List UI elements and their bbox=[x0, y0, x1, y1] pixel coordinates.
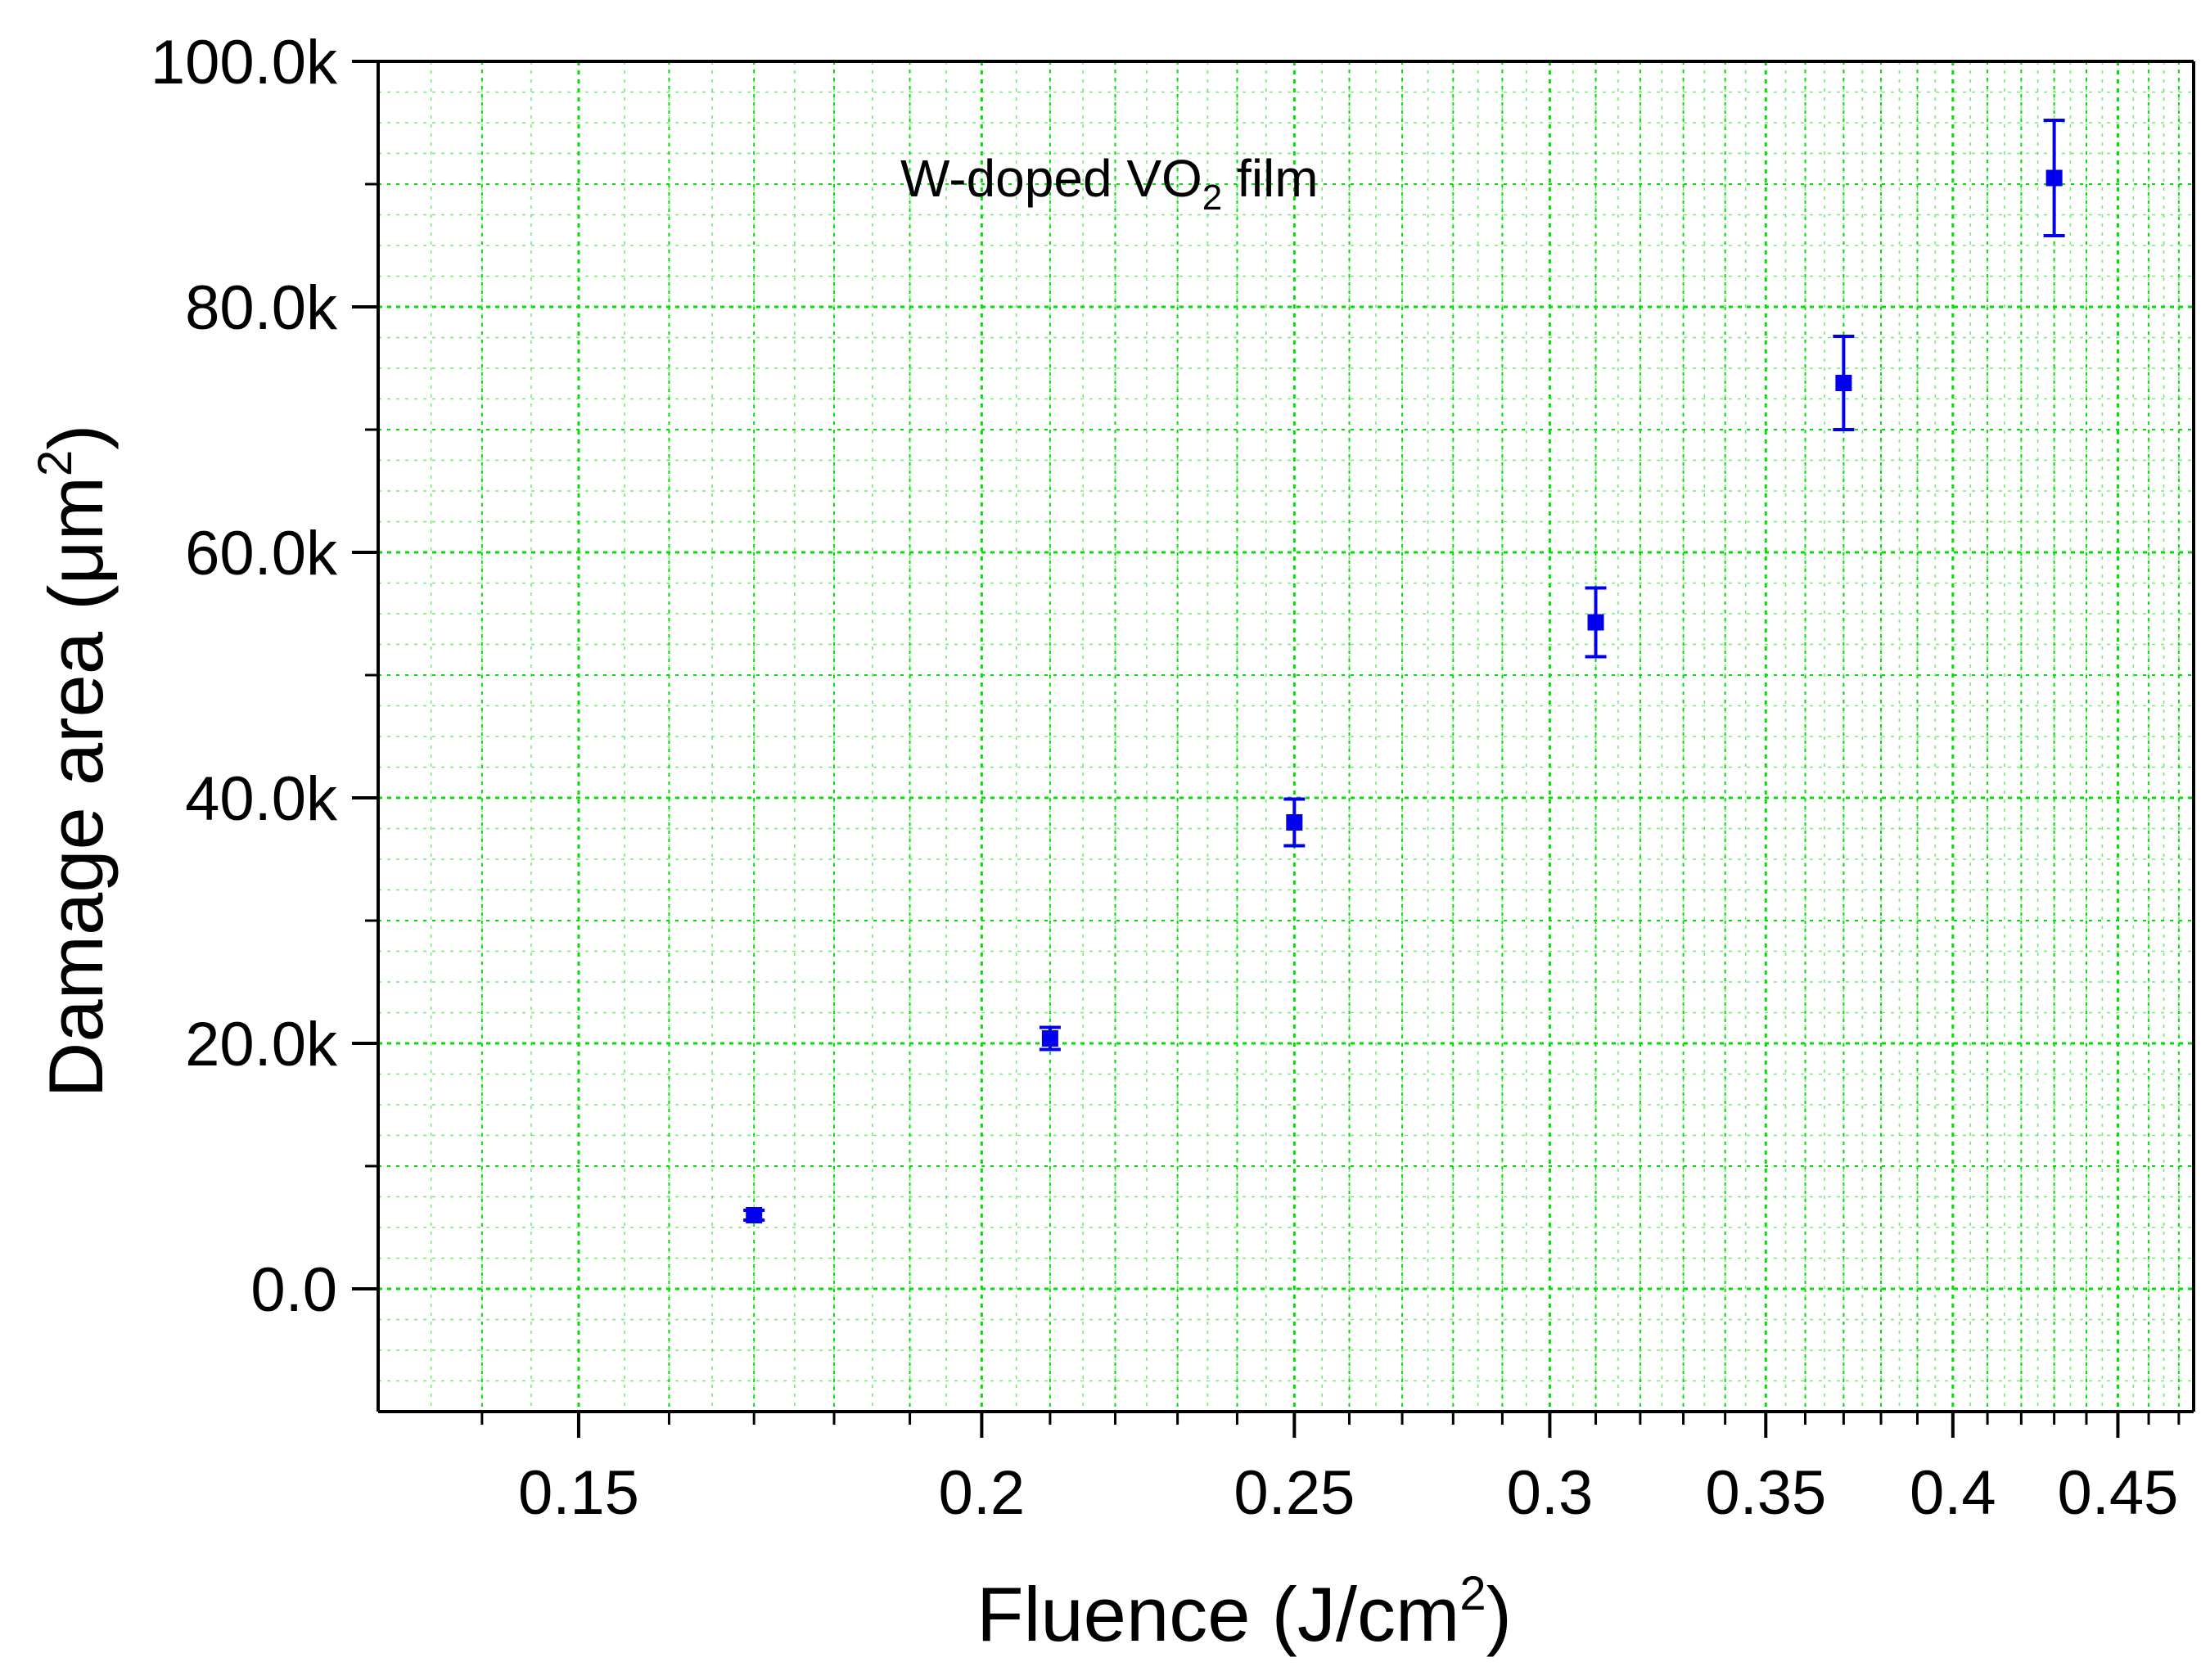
annotation-label: W-doped VO2 film bbox=[900, 149, 1319, 218]
ticks-layer: 0.15 0.2 0.25 0.3 0.35 0.4 0.45 0.0 20.0k 40.0k 60… bbox=[151, 28, 2181, 1528]
data-point bbox=[1587, 614, 1604, 631]
data-point-group bbox=[1283, 797, 1306, 848]
data-point bbox=[1041, 1030, 1058, 1047]
y-tick-label: 100.0k bbox=[151, 28, 338, 97]
annotation-suffix: film bbox=[1222, 149, 1318, 208]
data-point bbox=[2045, 169, 2063, 187]
y-axis-title-superscript: 2 bbox=[29, 450, 82, 476]
data-point-group bbox=[1833, 335, 1855, 431]
y-tick-label: 0.0 bbox=[250, 1255, 337, 1325]
y-tick-label: 80.0k bbox=[185, 273, 338, 343]
x-tick-label: 0.45 bbox=[2057, 1458, 2178, 1528]
y-tick-label: 40.0k bbox=[185, 764, 338, 834]
annotation-text: W-doped VO bbox=[900, 149, 1202, 208]
data-point-group bbox=[1585, 586, 1607, 659]
x-tick-label: 0.25 bbox=[1234, 1458, 1355, 1528]
y-axis-title-text: Damage area (μm bbox=[33, 476, 119, 1097]
data-point-group bbox=[743, 1207, 765, 1223]
points-layer bbox=[743, 119, 2065, 1223]
x-tick-label: 0.3 bbox=[1507, 1458, 1594, 1528]
y-tick-label: 60.0k bbox=[185, 519, 338, 588]
x-axis-title-text: Fluence (J/cm bbox=[976, 1571, 1459, 1657]
data-point bbox=[1286, 814, 1303, 831]
x-tick-label: 0.35 bbox=[1705, 1458, 1826, 1528]
data-point-group bbox=[1039, 1025, 1061, 1052]
x-tick-label: 0.2 bbox=[939, 1458, 1026, 1528]
data-point bbox=[746, 1207, 763, 1223]
data-point-group bbox=[2043, 119, 2065, 237]
y-axis-title-suffix: ) bbox=[33, 424, 119, 449]
grid-layer bbox=[378, 61, 2194, 1412]
x-tick-label: 0.4 bbox=[1910, 1458, 1996, 1528]
y-axis-title: Damage area (μm2) bbox=[29, 424, 119, 1097]
data-point bbox=[1835, 375, 1852, 391]
x-axis-title: Fluence (J/cm2) bbox=[976, 1567, 1512, 1657]
x-axis-title-superscript: 2 bbox=[1459, 1567, 1486, 1620]
axes-layer bbox=[377, 60, 2195, 1413]
x-tick-label: 0.15 bbox=[518, 1458, 639, 1528]
x-axis-title-suffix: ) bbox=[1486, 1571, 1512, 1657]
y-tick-label: 20.0k bbox=[185, 1010, 338, 1079]
annotation-subscript: 2 bbox=[1202, 178, 1222, 218]
